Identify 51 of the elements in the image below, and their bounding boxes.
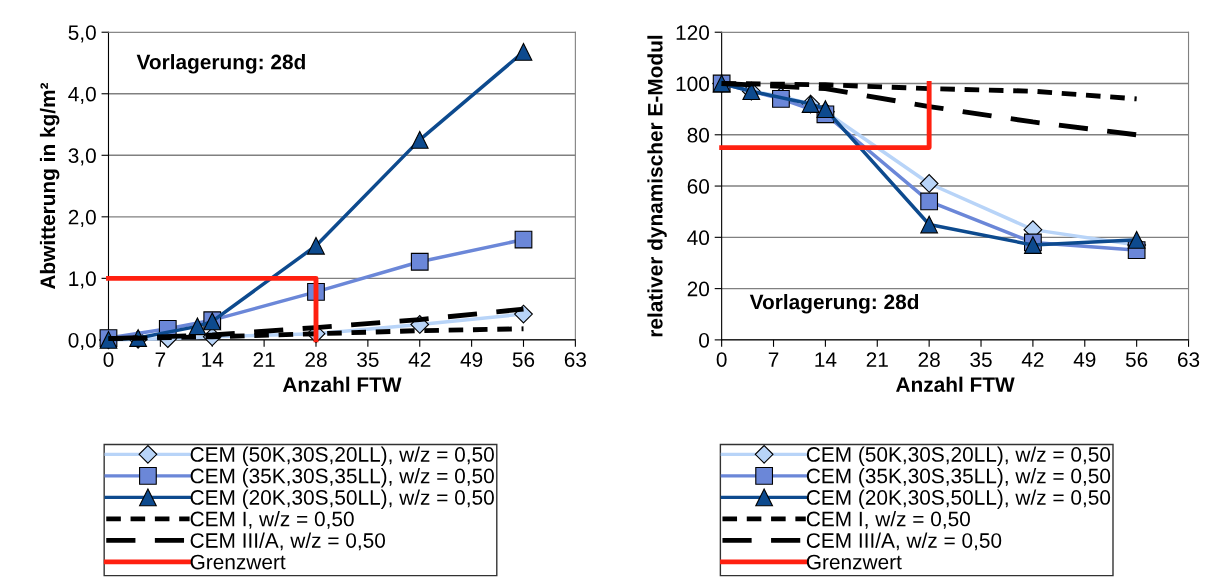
x-tick-label: 35 [357, 352, 379, 367]
x-tick-label: 28 [305, 352, 327, 367]
annotation: Vorlagerung: 28d [749, 294, 919, 314]
x-tick-label: 14 [815, 352, 837, 367]
x-tick-label: 35 [970, 352, 992, 367]
legend-label: CEM (35K,30S,35LL), w/z = 0,50 [190, 468, 494, 488]
y-tick-label: 0,0 [68, 332, 96, 351]
legend-label: CEM I, w/z = 0,50 [190, 511, 354, 529]
x-tick-label: 0 [716, 352, 727, 367]
legend-label: Grenzwert [806, 554, 902, 570]
x-tick-label: 42 [1021, 352, 1044, 367]
legend-label: CEM (20K,30S,50LL), w/z = 0,50 [190, 489, 494, 509]
y-tick-label: 120 [676, 25, 710, 40]
x-axis-title: Anzahl FTW [282, 376, 402, 392]
x-axis-title: Anzahl FTW [896, 376, 1015, 392]
y-tick-label: 4,0 [68, 86, 96, 104]
y-tick-label: 5,0 [68, 25, 96, 43]
y-tick-label: 0 [699, 332, 710, 348]
y-tick-label: 80 [687, 127, 710, 143]
y-axis-title: Abwitterung in kg/m² [39, 82, 60, 290]
legend-label: CEM III/A, w/z = 0,50 [190, 532, 386, 551]
legend-label: CEM III/A, w/z = 0,50 [806, 532, 1002, 551]
y-axis-title: relativer dynamischer E-Modul [647, 35, 667, 337]
x-tick-label: 0 [103, 352, 114, 367]
x-tick-label: 14 [202, 352, 224, 367]
legend-label: CEM I, w/z = 0,50 [806, 511, 970, 529]
x-tick-label: 49 [460, 352, 483, 367]
x-tick-label: 21 [253, 352, 275, 367]
y-tick-label: 40 [687, 230, 710, 246]
legend-label: CEM (35K,30S,35LL), w/z = 0,50 [806, 468, 1111, 488]
x-tick-label: 42 [408, 352, 431, 367]
y-tick-label: 60 [687, 179, 710, 194]
y-tick-label: 3,0 [68, 148, 96, 166]
legend-label: Grenzwert [190, 554, 286, 570]
x-tick-label: 63 [1178, 352, 1200, 367]
legend-label: CEM (50K,30S,20LL), w/z = 0,50 [190, 446, 494, 466]
y-tick-label: 2,0 [68, 209, 96, 228]
x-tick-label: 7 [155, 352, 166, 367]
y-tick-label: 20 [687, 281, 710, 297]
annotation: Vorlagerung: 28d [136, 54, 305, 74]
x-tick-label: 49 [1073, 352, 1096, 367]
x-tick-label: 7 [768, 352, 779, 367]
y-tick-label: 1,0 [69, 271, 96, 289]
x-tick-label: 56 [1125, 352, 1148, 367]
x-tick-label: 63 [564, 352, 587, 367]
x-tick-label: 21 [866, 352, 888, 367]
x-tick-label: 56 [512, 352, 535, 367]
x-tick-label: 28 [918, 352, 940, 367]
y-tick-label: 100 [676, 76, 710, 92]
legend-label: CEM (50K,30S,20LL), w/z = 0,50 [806, 446, 1111, 466]
legend-label: CEM (20K,30S,50LL), w/z = 0,50 [806, 489, 1111, 509]
